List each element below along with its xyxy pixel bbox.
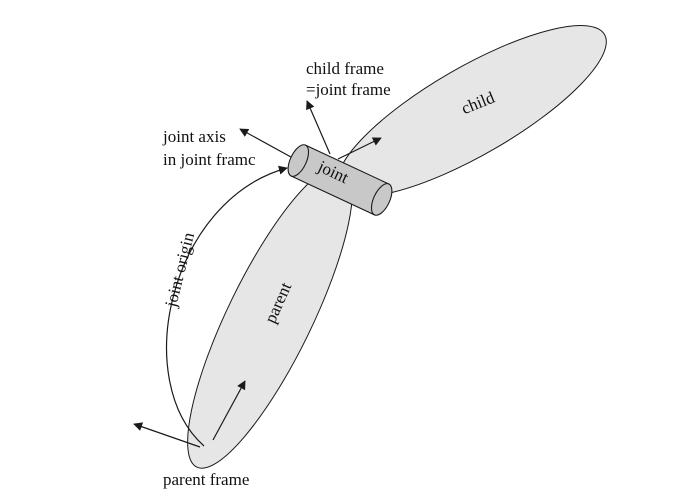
- joint-frame-label: =joint frame: [306, 80, 391, 99]
- joint-axis-label: joint axis: [162, 127, 226, 146]
- child-frame-right-axis: [337, 137, 382, 160]
- joint-origin-arrow: [166, 165, 288, 447]
- joint-axis-frame-label: in joint framc: [163, 150, 256, 169]
- parent-frame-x-axis: [133, 422, 201, 448]
- joint-origin-label: joint origin: [161, 230, 198, 310]
- joint-cylinder: [287, 144, 393, 216]
- parent-frame-label: parent frame: [163, 470, 249, 489]
- joint-axis-arrow: [239, 128, 301, 163]
- child-frame-up-axis: [306, 100, 331, 155]
- child-frame-label: child frame: [306, 59, 384, 78]
- parent-frame-y-axis: [212, 380, 246, 441]
